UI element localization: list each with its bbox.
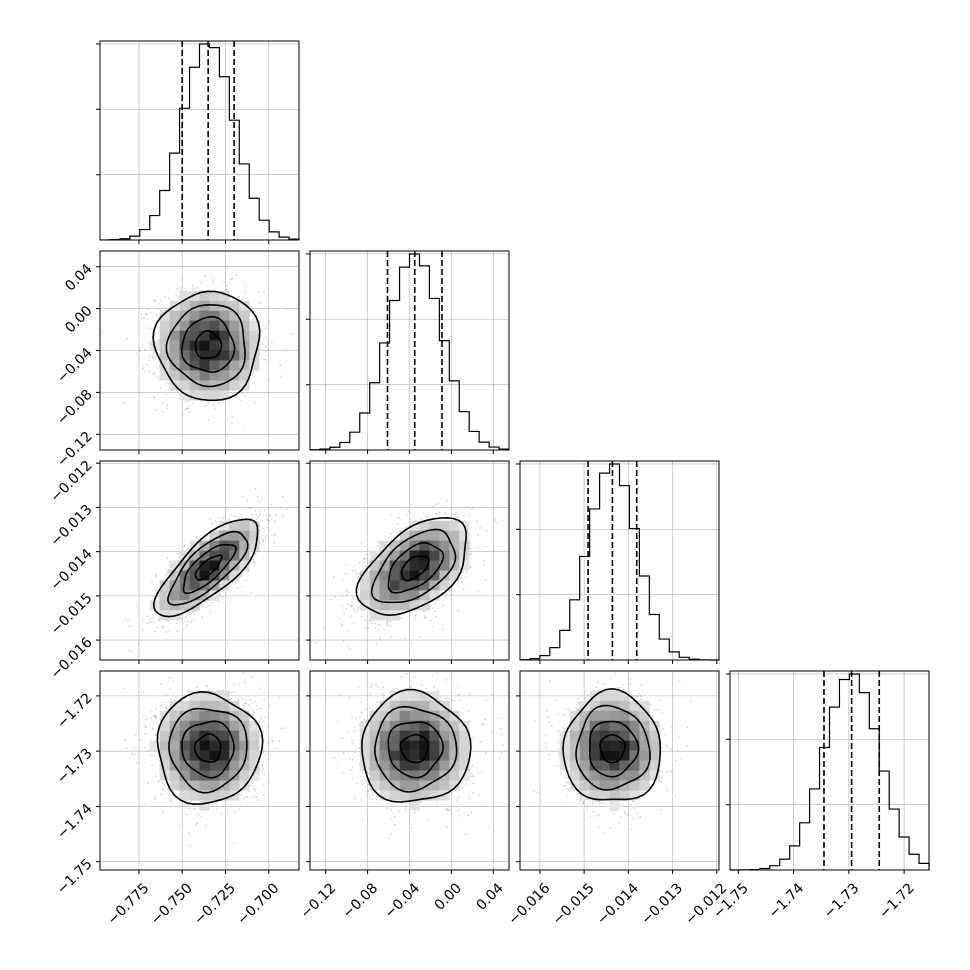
tick-label-y: −0.04: [54, 345, 96, 387]
tick-label-x: 0.00: [432, 880, 465, 913]
tick-label-y: −1.73: [54, 745, 96, 787]
tick-label-y: −1.72: [54, 690, 96, 732]
panel-frame: [729, 670, 930, 871]
panel-frame: [99, 460, 300, 661]
contour-3-1-1: [387, 721, 444, 779]
panel-frame: [99, 250, 300, 451]
tick-label-x: −0.013: [638, 880, 686, 928]
tick-label-y: 0.00: [62, 303, 95, 336]
tick-label-y: −0.08: [54, 387, 96, 429]
tick-label-x: −0.700: [234, 880, 282, 928]
contour-3-1-3: [361, 688, 472, 803]
tick-label-x: 0.04: [474, 880, 507, 913]
histogram-2: [519, 463, 720, 661]
tick-label-y: −1.75: [54, 856, 96, 898]
histogram-0: [99, 43, 300, 241]
panel-frame: [519, 460, 720, 661]
density-3-2: [559, 690, 660, 811]
tick-label-y: −0.014: [48, 546, 96, 594]
tick-label-y: 0.04: [62, 261, 95, 294]
contour-3-2-2: [575, 704, 651, 791]
tick-label-y: −0.015: [48, 590, 96, 638]
contour-3-2-1: [589, 720, 640, 778]
tick-label-x: −1.72: [876, 880, 918, 922]
contour-2-0-1: [182, 543, 237, 595]
panel-frame: [309, 250, 510, 451]
contour-1-0-2: [165, 304, 246, 388]
panel-3-2: −0.016−0.015−0.014−0.013−0.012: [506, 670, 730, 928]
tick-label-y: −0.013: [48, 502, 96, 550]
panel-frame: [99, 670, 300, 871]
contour-2-1-3: [355, 516, 467, 617]
contour-2-0-0: [194, 554, 223, 582]
contour-1-0-3: [152, 290, 261, 402]
tick-label-x: −0.08: [340, 880, 382, 922]
tick-label-x: −1.73: [821, 880, 863, 922]
tick-label-x: −0.016: [506, 880, 554, 928]
panel-3-3: −1.75 −1.74 −1.73 −1.72: [710, 670, 930, 922]
contour-2-0-3: [152, 518, 259, 618]
tick-label-x: −0.725: [191, 880, 239, 928]
tick-label-x: −0.12: [298, 880, 340, 922]
panel-1-1: [306, 250, 510, 454]
contour-2-1-0: [400, 555, 430, 582]
panel-frame: [309, 670, 510, 871]
contour-3-0-2: [168, 707, 248, 794]
tick-label-y: −1.74: [54, 801, 96, 843]
contour-1-0-1: [181, 315, 236, 373]
panel-2-2: [516, 460, 720, 664]
contour-2-0-2: [167, 530, 249, 606]
tick-label-y: −0.016: [48, 634, 96, 682]
tick-label-x: −0.750: [148, 880, 196, 928]
panel-3-0: −1.75 −1.74 −1.73 −1.72 −0.775−0.750−0.725−0…: [54, 670, 300, 928]
contour-3-0-1: [181, 720, 235, 779]
tick-label-y: −0.012: [48, 458, 96, 506]
contour-3-2-3: [562, 687, 662, 801]
panel-2-1: [306, 460, 510, 664]
histogram-3: [729, 673, 930, 871]
panel-frame: [519, 670, 720, 871]
contour-3-0-0: [193, 733, 222, 763]
contour-1-0-0: [194, 329, 223, 360]
panel-1-0: −0.12−0.08−0.040.000.04: [54, 250, 300, 470]
contour-3-0-3: [156, 690, 264, 806]
panel-3-1: −0.12 −0.08 −0.04 0.00 0.04: [298, 670, 510, 922]
tick-label-x: −0.014: [594, 880, 642, 928]
panel-0-0: [96, 40, 300, 244]
contour-3-1-2: [374, 705, 458, 793]
contour-2-1-1: [387, 541, 445, 594]
panel-frame: [309, 460, 510, 661]
tick-label-x: −0.015: [550, 880, 598, 928]
histogram-1: [309, 253, 510, 451]
tick-label-x: −0.04: [381, 880, 423, 922]
density-2-1: [359, 520, 470, 621]
panel-frame: [99, 40, 300, 241]
contour-3-1-0: [399, 733, 430, 764]
tick-label-x: −1.74: [766, 880, 808, 922]
panel-2-0: −0.016−0.015−0.014−0.013−0.012: [48, 458, 300, 682]
contour-3-2-0: [599, 733, 626, 764]
contour-2-1-2: [370, 528, 457, 604]
tick-label-x: −0.775: [105, 880, 153, 928]
